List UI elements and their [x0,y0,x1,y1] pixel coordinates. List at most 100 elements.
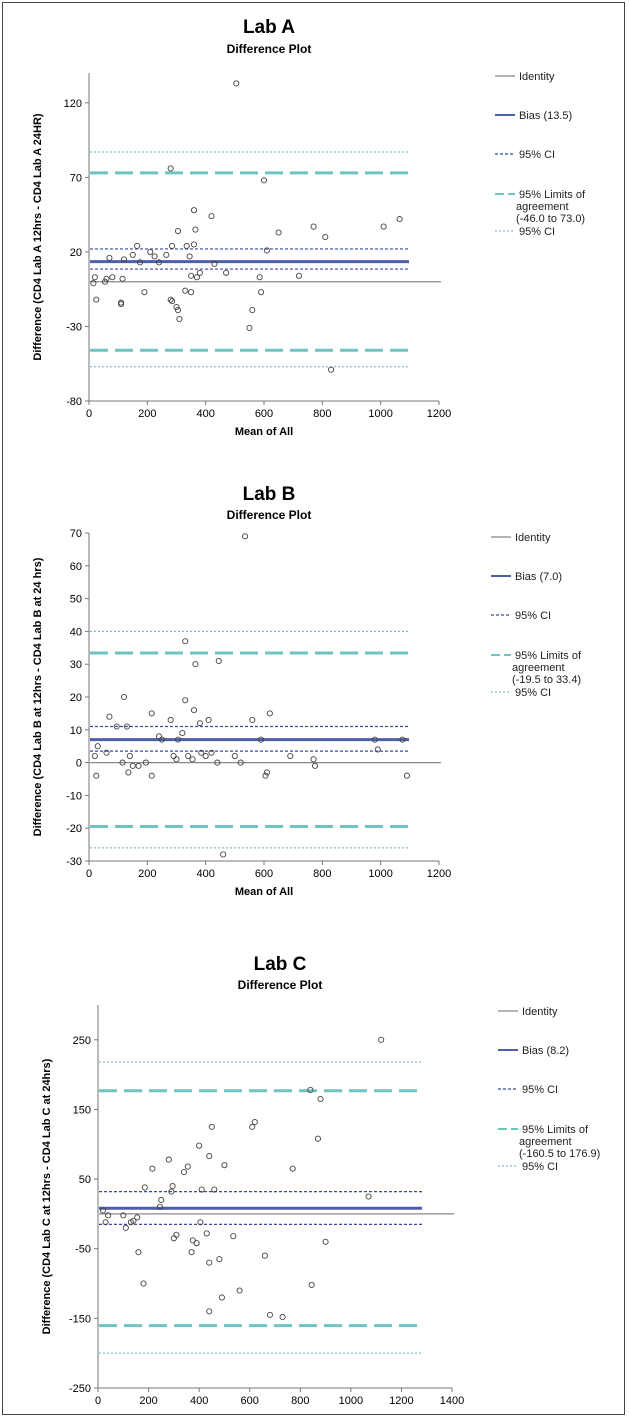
x-tick-label: 400 [196,868,214,880]
data-point [122,1224,129,1231]
data-point [147,248,154,255]
data-point [196,269,203,276]
data-point [215,657,222,664]
data-point [94,743,101,750]
data-point [218,1294,225,1301]
data-point [163,251,170,258]
y-tick-label: -20 [66,823,82,835]
legend-label-loa: (-19.5 to 33.4) [512,674,581,686]
data-point [101,278,109,285]
x-tick-label: 600 [255,868,273,880]
data-point [182,287,189,294]
chart-subtitle: Difference Plot [238,978,323,992]
data-point [189,756,196,763]
data-point [256,274,263,281]
data-point [396,216,403,223]
data-point [295,272,303,279]
y-tick-label: -150 [69,1313,91,1325]
data-point [249,307,256,314]
data-point [135,762,142,769]
data-point [258,736,265,743]
data-point [208,213,215,220]
data-point [149,1165,156,1172]
x-tick-label: 1000 [368,868,392,880]
data-point [184,1163,191,1170]
data-point [120,693,128,701]
data-point [155,259,163,266]
data-point [236,1287,243,1294]
legend-label-ci2: 95% CI [522,1161,558,1173]
data-point [263,769,270,776]
data-point [322,233,329,241]
data-point [261,1252,268,1259]
y-tick-label: 0 [76,758,82,770]
data-point [214,759,221,766]
data-point [193,1240,200,1247]
y-tick-label: 50 [70,594,82,606]
data-point [140,1280,147,1287]
x-tick-label: 800 [291,1395,309,1407]
data-point [258,289,265,296]
data-point [206,1308,213,1315]
data-point [196,1142,203,1149]
y-tick-label: 70 [70,172,82,184]
chart-panel-1: Lab A Difference Plot 0 200 400 600 800 1000 120… [32,17,586,438]
y-axis-label: Difference (CD4 Lab A 12hrs - CD4 Lab A … [32,113,44,360]
legend-label-loa: agreement [516,201,569,213]
data-point [148,772,155,779]
data-point [287,752,294,760]
data-point [220,851,227,858]
y-tick-label: 120 [64,98,82,110]
y-tick-label: -30 [66,321,82,333]
data-point [378,1036,385,1043]
data-point [208,749,215,756]
x-axis-label: Mean of All [235,886,293,898]
data-point [174,736,182,743]
data-point [186,253,193,260]
legend-label-loa: agreement [512,662,565,674]
data-point [266,710,273,717]
data-point [260,177,268,184]
data-point [202,752,209,760]
data-point [125,769,132,776]
data-point [311,762,319,769]
data-point [192,661,199,668]
data-point [246,324,253,331]
data-point [230,1233,237,1240]
y-tick-label: 70 [70,528,82,540]
x-tick-label: 400 [190,1395,208,1407]
data-point [130,1217,137,1224]
data-point [279,1313,286,1321]
legend-label-identity: Identity [522,1006,558,1018]
x-tick-label: 1200 [427,408,451,420]
data-point [109,274,116,281]
data-point [123,723,130,730]
data-point [120,256,128,263]
y-tick-label: -10 [66,790,82,802]
x-tick-label: 600 [241,1395,259,1407]
y-tick-label: 150 [73,1104,91,1116]
data-point [158,1196,165,1204]
data-point [380,223,387,230]
data-point [205,716,212,724]
data-point [314,1135,322,1142]
legend-label-ci: 95% CI [519,149,555,161]
data-point [169,298,176,305]
data-point [266,1311,273,1318]
x-tick-label: 1000 [339,1395,363,1407]
data-point [198,749,205,756]
data-point [310,223,317,230]
data-point [113,723,120,730]
data-point [100,1207,107,1214]
data-point [105,1212,112,1219]
data-point [179,730,186,737]
data-point [183,242,190,249]
data-point [134,242,141,249]
legend-label-loa: 95% Limits of [519,189,586,201]
legend-label-ci: 95% CI [522,1084,558,1096]
data-point [275,229,282,236]
y-tick-label: 20 [70,247,82,259]
data-point [403,772,410,779]
data-point [289,1165,296,1172]
data-point [148,710,155,717]
